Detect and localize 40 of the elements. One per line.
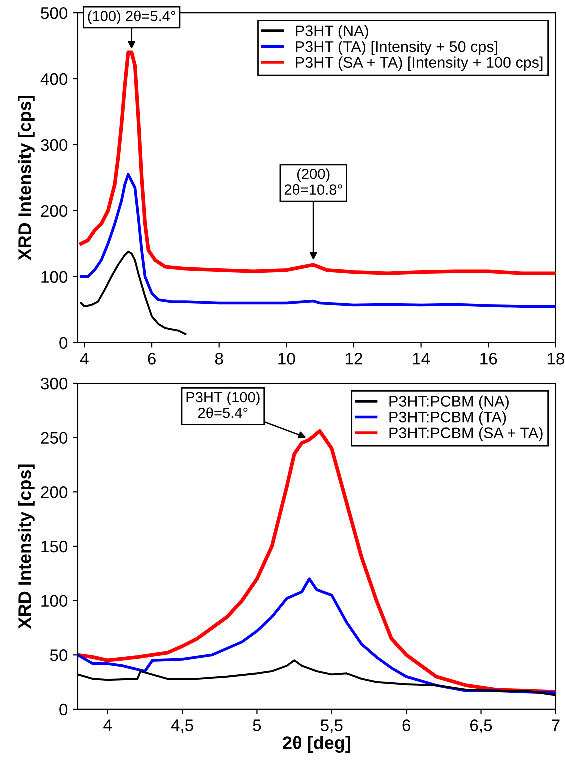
y-axis-title: XRD Intensity [cps] — [18, 96, 35, 261]
y-tick-label: 100 — [42, 595, 68, 608]
x-tick-label: 7 — [552, 720, 560, 732]
legend-label: P3HT:PCBM (NA) — [390, 396, 509, 410]
x-tick-label: 5,5 — [320, 720, 343, 734]
annotation: (200) 2θ=10.8° — [284, 168, 342, 196]
x-tick-label: 18 — [548, 353, 565, 365]
x-tick-label: 6,5 — [470, 720, 492, 734]
legend-label: P3HT (TA) [Intensity + 50 cps] — [296, 41, 498, 56]
y-tick-label: 300 — [41, 378, 68, 390]
y-tick-label: 300 — [41, 139, 68, 152]
y-tick-label: 400 — [40, 73, 68, 86]
legend-label: P3HT:PCBM (SA + TA) — [390, 427, 543, 442]
x-tick-label: 6 — [148, 353, 156, 365]
x-tick-label: 5 — [253, 720, 262, 732]
y-tick-label: 250 — [41, 432, 68, 444]
annotation: (100) 2θ=5.4° — [88, 10, 176, 24]
legend-label: P3HT (NA) — [296, 25, 368, 40]
y-tick-label: 100 — [42, 271, 68, 284]
y-tick-label: 150 — [42, 540, 68, 553]
y-tick-label: 50 — [50, 650, 68, 662]
x-tick-label: 8 — [215, 353, 224, 365]
y-tick-label: 0 — [60, 337, 68, 350]
legend-label: P3HT (SA + TA) [Intensity + 100 cps] — [296, 56, 543, 72]
x-tick-label: 10 — [278, 353, 296, 365]
y-tick-label: 200 — [41, 205, 68, 218]
x-tick-label: 6 — [402, 720, 410, 732]
y-tick-label: 200 — [41, 486, 68, 498]
y-tick-label: 500 — [41, 7, 68, 20]
legend-label: P3HT:PCBM (TA) — [390, 411, 506, 426]
x-tick-label: 4 — [104, 720, 112, 732]
x-tick-label: 12 — [346, 353, 362, 365]
y-axis-title: XRD Intensity [cps] — [18, 464, 35, 630]
x-tick-label: 4 — [80, 353, 89, 365]
x-tick-label: 14 — [413, 353, 430, 365]
annotation: P3HT (100) 2θ=5.4° — [186, 392, 260, 418]
x-tick-label: 4,5 — [171, 720, 194, 734]
x-axis-title: 2θ [deg] — [283, 736, 350, 754]
y-tick-label: 0 — [60, 704, 68, 716]
x-tick-label: 16 — [480, 353, 498, 365]
